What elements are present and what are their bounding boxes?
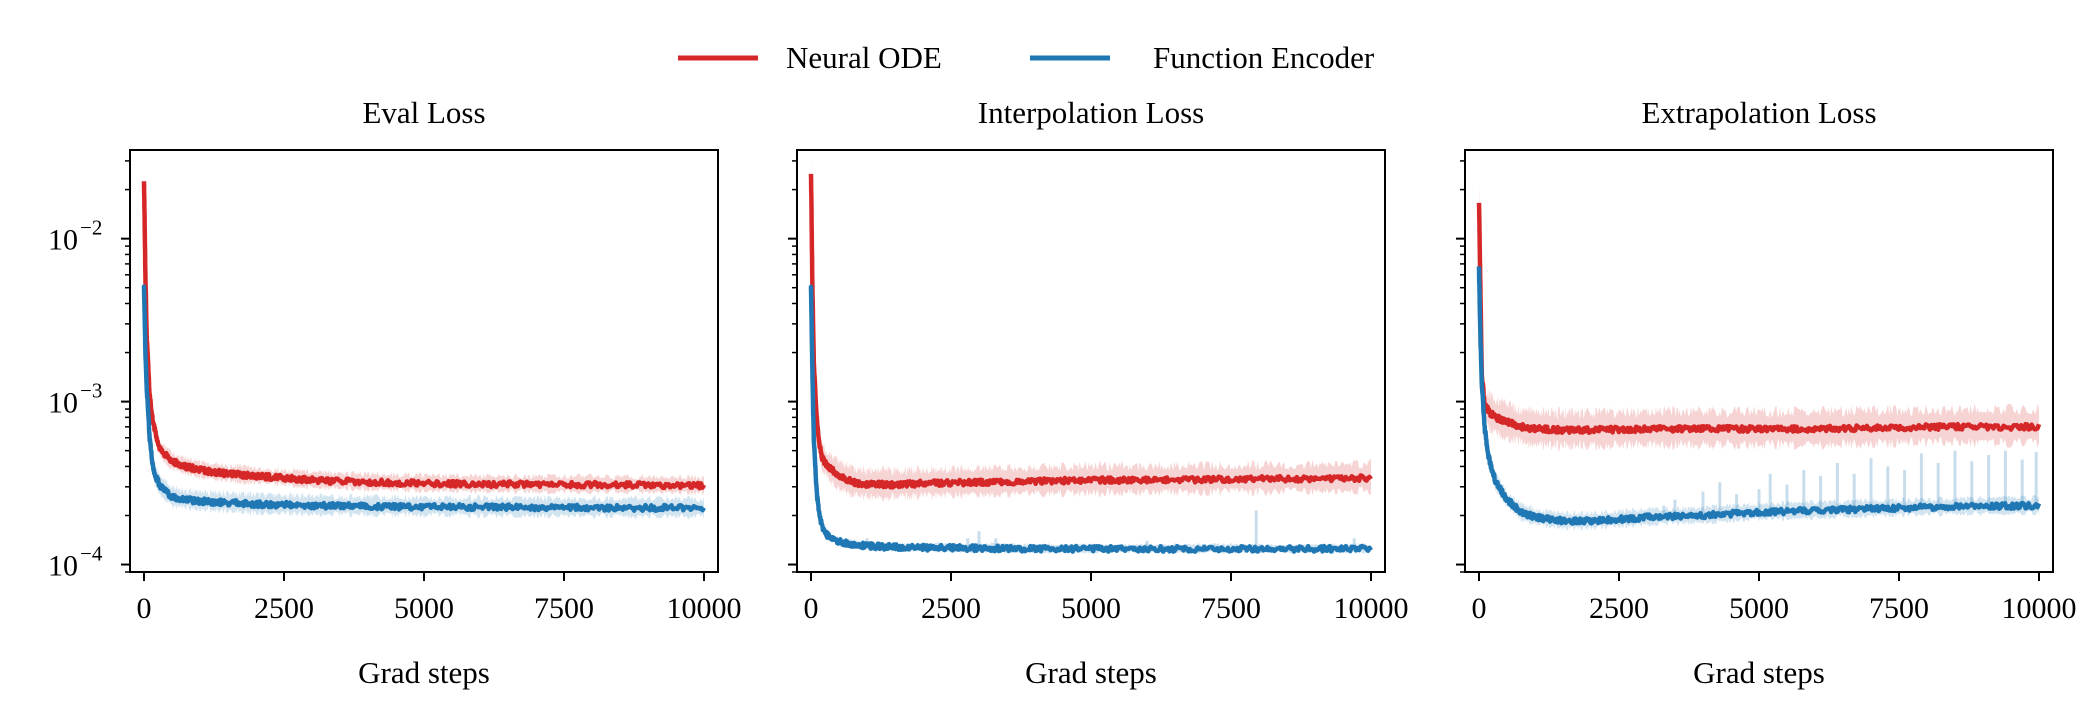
y-tick-label: 10 xyxy=(48,387,78,420)
subplot-title: Extrapolation Loss xyxy=(1641,95,1876,130)
plot-area xyxy=(141,173,706,520)
x-tick-label: 7500 xyxy=(1869,592,1929,625)
x-axis-label: Grad steps xyxy=(358,655,490,690)
x-tick-label: 10000 xyxy=(667,592,742,625)
x-tick-label: 7500 xyxy=(1201,592,1261,625)
y-tick-exponent: −3 xyxy=(80,379,102,403)
x-tick-label: 10000 xyxy=(1334,592,1409,625)
y-tick-exponent: −4 xyxy=(80,542,103,566)
y-tick-label: 10 xyxy=(48,550,78,583)
line-function-encoder xyxy=(808,284,1373,554)
line-neural-ode xyxy=(1476,201,2042,435)
x-tick-label: 7500 xyxy=(534,592,594,625)
band-function-encoder xyxy=(144,277,704,520)
x-tick-label: 2500 xyxy=(254,592,314,625)
plot-area xyxy=(808,159,1373,554)
line-function-encoder xyxy=(1476,265,2042,526)
legend: Neural ODE Function Encoder xyxy=(678,40,1375,75)
x-tick-label: 10000 xyxy=(2002,592,2077,625)
x-tick-label: 2500 xyxy=(1589,592,1649,625)
x-tick-label: 2500 xyxy=(921,592,981,625)
x-tick-label: 0 xyxy=(1472,592,1487,625)
x-tick-label: 0 xyxy=(804,592,819,625)
y-tick-label: 10 xyxy=(48,224,78,257)
x-tick-label: 5000 xyxy=(1729,592,1789,625)
subplot-3: 0 2500 5000 7500 10000 Extrapolation Loss Grad… xyxy=(1456,95,2077,690)
band-neural-ode xyxy=(811,159,1371,502)
legend-label-neural-ode: Neural ODE xyxy=(786,40,942,75)
band-neural-ode xyxy=(144,173,704,496)
x-axis-label: Grad steps xyxy=(1025,655,1157,690)
x-tick-label: 5000 xyxy=(1061,592,1121,625)
x-tick-label: 5000 xyxy=(394,592,454,625)
subplot-title: Eval Loss xyxy=(362,95,485,130)
subplot-title: Interpolation Loss xyxy=(978,95,1204,130)
y-tick-exponent: −2 xyxy=(80,216,102,240)
plot-area xyxy=(1476,184,2042,531)
line-neural-ode xyxy=(141,181,706,491)
legend-label-function-encoder: Function Encoder xyxy=(1153,40,1375,75)
subplot-2: 0 2500 5000 7500 10000 Interpolation Loss Grad… xyxy=(788,95,1409,690)
x-tick-label: 0 xyxy=(137,592,152,625)
line-function-encoder xyxy=(141,284,706,513)
line-neural-ode xyxy=(808,173,1373,490)
x-axis-label: Grad steps xyxy=(1693,655,1825,690)
